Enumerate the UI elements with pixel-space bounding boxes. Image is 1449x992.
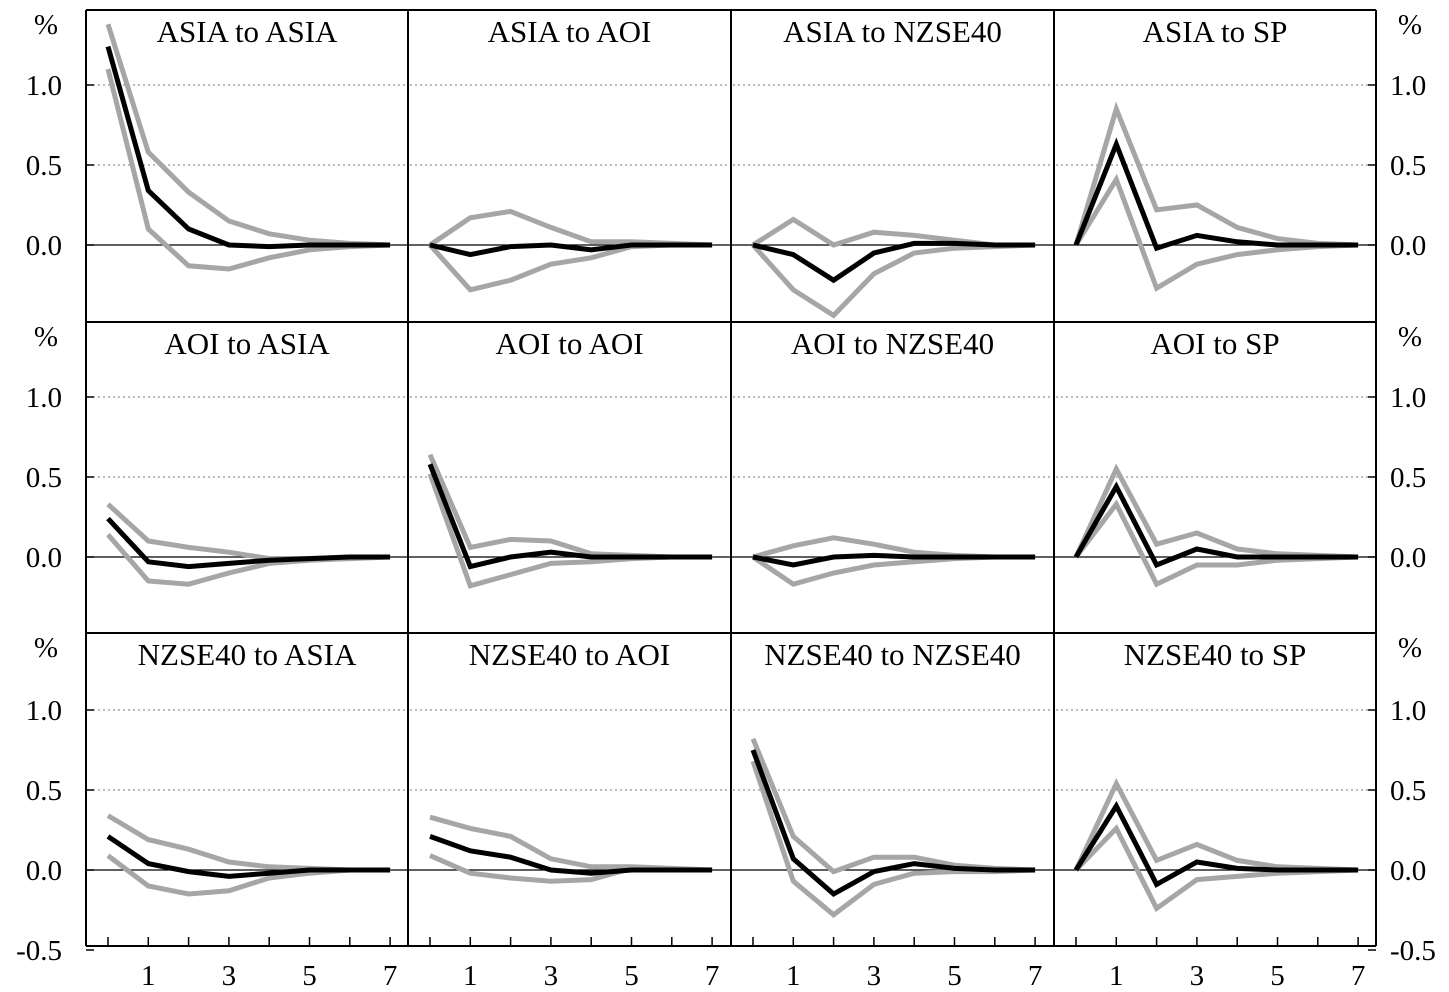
y-tick-label: 1.0 — [26, 70, 62, 102]
series-line-estimate — [752, 240, 1036, 284]
series-line-estimate — [429, 242, 713, 258]
y-tick-label: 0.0 — [26, 542, 62, 574]
series-line-upper-band — [106, 502, 391, 562]
x-tick-label: 1 — [463, 960, 478, 992]
series-line-upper-band — [1073, 101, 1359, 248]
series-line-lower-band — [1073, 173, 1359, 292]
series-line-estimate — [429, 834, 713, 876]
series-line-estimate — [106, 834, 391, 879]
x-tick-label: 7 — [1351, 960, 1366, 992]
y-tick-label: 0.0 — [26, 855, 62, 887]
series-line-estimate — [106, 516, 391, 570]
x-tick-label: 1 — [786, 960, 801, 992]
x-tick-label: 3 — [544, 960, 559, 992]
y-tick-label: -0.5 — [1390, 935, 1436, 967]
y-unit-label: % — [34, 321, 58, 353]
panel-asia-to-asia: ASIA to ASIA — [105, 14, 391, 272]
panel-title: NZSE40 to AOI — [469, 637, 671, 672]
y-tick-label: 1.0 — [1390, 695, 1426, 727]
panel-aoi-to-nzse40: AOI to NZSE40 — [751, 326, 1036, 587]
series-line-upper-band — [105, 23, 391, 248]
y-unit-label: % — [34, 632, 58, 664]
panel-asia-to-nzse40: ASIA to NZSE40 — [751, 14, 1036, 319]
x-tick-label: 3 — [222, 960, 237, 992]
series-line-estimate — [427, 463, 713, 570]
x-tick-label: 5 — [1270, 960, 1285, 992]
y-tick-label: 0.5 — [1390, 462, 1426, 494]
panel-aoi-to-aoi: AOI to AOI — [427, 326, 713, 589]
panel-title: ASIA to SP — [1143, 14, 1288, 49]
y-tick-label: 0.5 — [26, 462, 62, 494]
y-unit-label: % — [1398, 632, 1422, 664]
series-line-lower-band — [1074, 499, 1359, 588]
x-tick-label: 5 — [624, 960, 639, 992]
y-tick-label: 1.0 — [1390, 70, 1426, 102]
panel-nzse40-to-aoi: NZSE40 to AOI — [428, 637, 713, 884]
x-tick-label: 5 — [302, 960, 317, 992]
x-tick-label: 5 — [947, 960, 962, 992]
series-line-lower-band — [427, 472, 713, 589]
series-line-upper-band — [429, 814, 713, 873]
y-tick-label: 0.0 — [1390, 542, 1426, 574]
y-unit-label: % — [1398, 321, 1422, 353]
y-tick-label: 1.0 — [26, 695, 62, 727]
x-tick-label: 3 — [867, 960, 882, 992]
y-tick-label: 0.5 — [1390, 775, 1426, 807]
panel-nzse40-to-nzse40: NZSE40 to NZSE40 — [750, 637, 1036, 918]
panel-title: ASIA to NZSE40 — [783, 14, 1002, 49]
panel-title: NZSE40 to NZSE40 — [764, 637, 1021, 672]
series-line-upper-band — [427, 453, 713, 560]
series-line-lower-band — [105, 68, 391, 272]
series-line-estimate — [1073, 800, 1359, 888]
series-line-estimate — [1073, 481, 1359, 569]
series-line-upper-band — [1073, 777, 1359, 873]
panel-title: ASIA to ASIA — [157, 14, 338, 49]
x-tick-label: 7 — [1028, 960, 1043, 992]
y-tick-label: 0.0 — [1390, 230, 1426, 262]
series-line-upper-band — [750, 737, 1036, 875]
panel-title: NZSE40 to SP — [1124, 637, 1307, 672]
y-unit-label: % — [34, 9, 58, 41]
y-tick-label: 0.0 — [26, 230, 62, 262]
series-line-estimate — [1073, 137, 1359, 252]
panel-nzse40-to-sp: NZSE40 to SP — [1073, 637, 1359, 913]
x-tick-label: 7 — [705, 960, 720, 992]
panel-nzse40-to-asia: NZSE40 to ASIA — [106, 637, 391, 897]
y-tick-label: 0.0 — [1390, 855, 1426, 887]
panel-aoi-to-sp: AOI to SP — [1073, 326, 1359, 588]
panel-title: AOI to ASIA — [164, 326, 330, 361]
panel-title: AOI to AOI — [495, 326, 643, 361]
y-tick-label: 1.0 — [26, 382, 62, 414]
y-tick-label: 0.5 — [26, 775, 62, 807]
panel-asia-to-aoi: ASIA to AOI — [428, 14, 713, 293]
x-tick-label: 1 — [1109, 960, 1124, 992]
panel-title: ASIA to AOI — [488, 14, 652, 49]
series-line-estimate — [750, 749, 1036, 898]
y-unit-label: % — [1398, 9, 1422, 41]
x-tick-label: 3 — [1190, 960, 1205, 992]
panel-title: AOI to SP — [1150, 326, 1279, 361]
series-line-estimate — [105, 45, 391, 250]
y-tick-label: 0.5 — [26, 150, 62, 182]
x-tick-label: 1 — [141, 960, 156, 992]
y-tick-label: 0.5 — [1390, 150, 1426, 182]
series-line-upper-band — [428, 208, 713, 248]
panel-asia-to-sp: ASIA to SP — [1073, 14, 1359, 292]
series-line-lower-band — [751, 554, 1036, 587]
panel-title: NZSE40 to ASIA — [138, 637, 357, 672]
y-tick-label: 1.0 — [1390, 382, 1426, 414]
series-line-upper-band — [751, 216, 1036, 248]
y-tick-label: -0.5 — [16, 935, 62, 967]
panel-aoi-to-asia: AOI to ASIA — [106, 326, 391, 587]
series-line-estimate — [752, 552, 1036, 568]
panel-title: AOI to NZSE40 — [791, 326, 994, 361]
x-tick-label: 7 — [383, 960, 398, 992]
